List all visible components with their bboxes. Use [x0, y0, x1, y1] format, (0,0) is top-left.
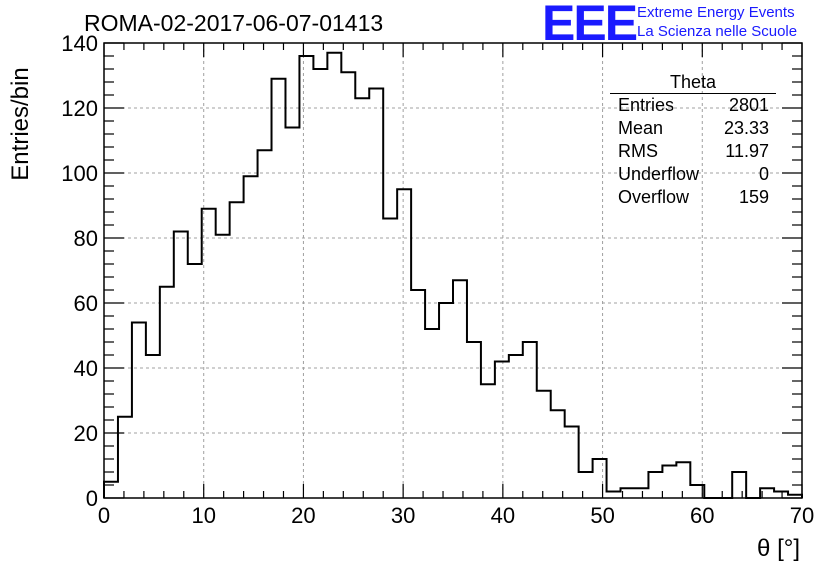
y-tick-label: 20: [74, 421, 98, 446]
y-tick-label: 60: [74, 291, 98, 316]
x-tick-label: 50: [590, 503, 614, 528]
stats-row-entries: Entries 2801: [610, 94, 776, 117]
stats-label: Mean: [618, 118, 664, 138]
stats-label: Overflow: [618, 187, 690, 207]
stats-value: 159: [738, 187, 769, 207]
chart-title: ROMA-02-2017-06-07-01413: [84, 10, 384, 36]
x-tick-label: 40: [491, 503, 515, 528]
stats-label: Underflow: [618, 164, 700, 184]
x-tick-label: 30: [391, 503, 415, 528]
stats-row-underflow: Underflow 0: [610, 163, 776, 186]
x-tick-label: 10: [191, 503, 215, 528]
stats-label: RMS: [618, 141, 658, 161]
stats-row-overflow: Overflow 159: [610, 186, 776, 209]
y-tick-label: 0: [86, 486, 98, 511]
stats-value: 23.33: [723, 118, 769, 138]
stats-row-mean: Mean 23.33: [610, 117, 776, 140]
y-tick-label: 140: [61, 31, 98, 56]
histogram-outline: [103, 51, 803, 499]
y-tick-label: 80: [74, 226, 98, 251]
x-tick-label: 70: [790, 503, 814, 528]
stats-box: Theta Entries 2801 Mean 23.33 RMS 11.97 Und…: [610, 72, 776, 209]
stats-label: Entries: [618, 95, 675, 115]
y-tick-label: 100: [61, 161, 98, 186]
x-axis-label: θ [°]: [757, 535, 800, 562]
x-tick-label: 60: [690, 503, 714, 528]
y-tick-label: 40: [74, 356, 98, 381]
plot-frame: [103, 42, 803, 499]
stats-row-rms: RMS 11.97: [610, 140, 776, 163]
logo-line-1: Extreme Energy Events: [637, 4, 795, 21]
logo-text: Extreme Energy Events La Scienza nelle S…: [637, 3, 797, 41]
y-axis-label: Entries/bin: [7, 67, 34, 181]
eee-logo: EEE: [542, 0, 638, 51]
stats-value: 0: [758, 164, 769, 184]
y-tick-label: 120: [61, 96, 98, 121]
stats-value: 11.97: [725, 141, 769, 161]
stats-value: 2801: [728, 95, 769, 115]
stats-title: Theta: [610, 72, 776, 94]
logo-line-2: La Scienza nelle Scuole: [637, 23, 798, 40]
x-tick-label: 20: [291, 503, 315, 528]
x-tick-label: 0: [98, 503, 110, 528]
